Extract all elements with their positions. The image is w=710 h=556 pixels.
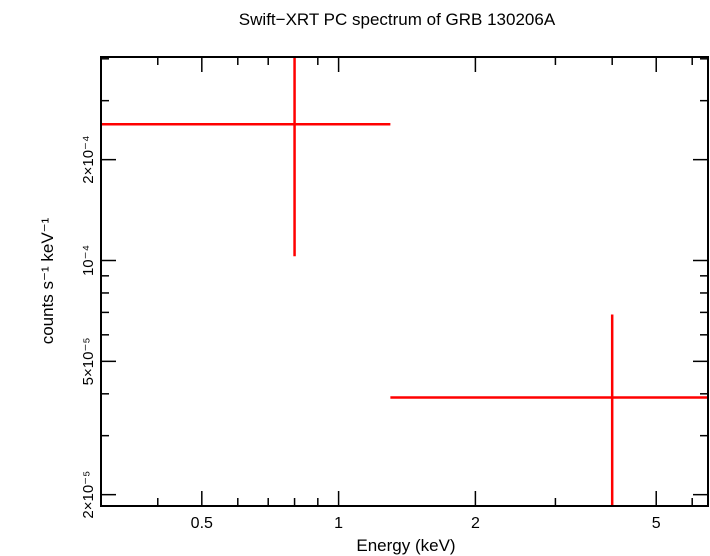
x-tick-label: 0.5 xyxy=(191,515,213,532)
x-tick-label: 1 xyxy=(334,515,343,532)
data-point xyxy=(390,314,708,506)
y-tick-label: 2×10⁻⁴ xyxy=(80,136,97,184)
data-points xyxy=(101,57,708,506)
y-axis-label: counts s⁻¹ keV⁻¹ xyxy=(38,217,57,344)
chart-title: Swift−XRT PC spectrum of GRB 130206A xyxy=(239,10,556,29)
data-point xyxy=(101,57,391,257)
x-tick-label: 5 xyxy=(652,515,661,532)
plot-frame xyxy=(100,56,709,507)
tick-labels: 0.5 1 2 5 2×10⁻⁵ 5×10⁻⁵ 10⁻⁴ 2×10⁻⁴ xyxy=(80,136,661,532)
x-axis-label: Energy (keV) xyxy=(356,536,455,555)
y-tick-label: 10⁻⁴ xyxy=(80,245,97,276)
y-tick-label: 5×10⁻⁵ xyxy=(80,337,97,385)
y-tick-label: 2×10⁻⁵ xyxy=(80,471,97,519)
x-tick-label: 2 xyxy=(471,515,480,532)
